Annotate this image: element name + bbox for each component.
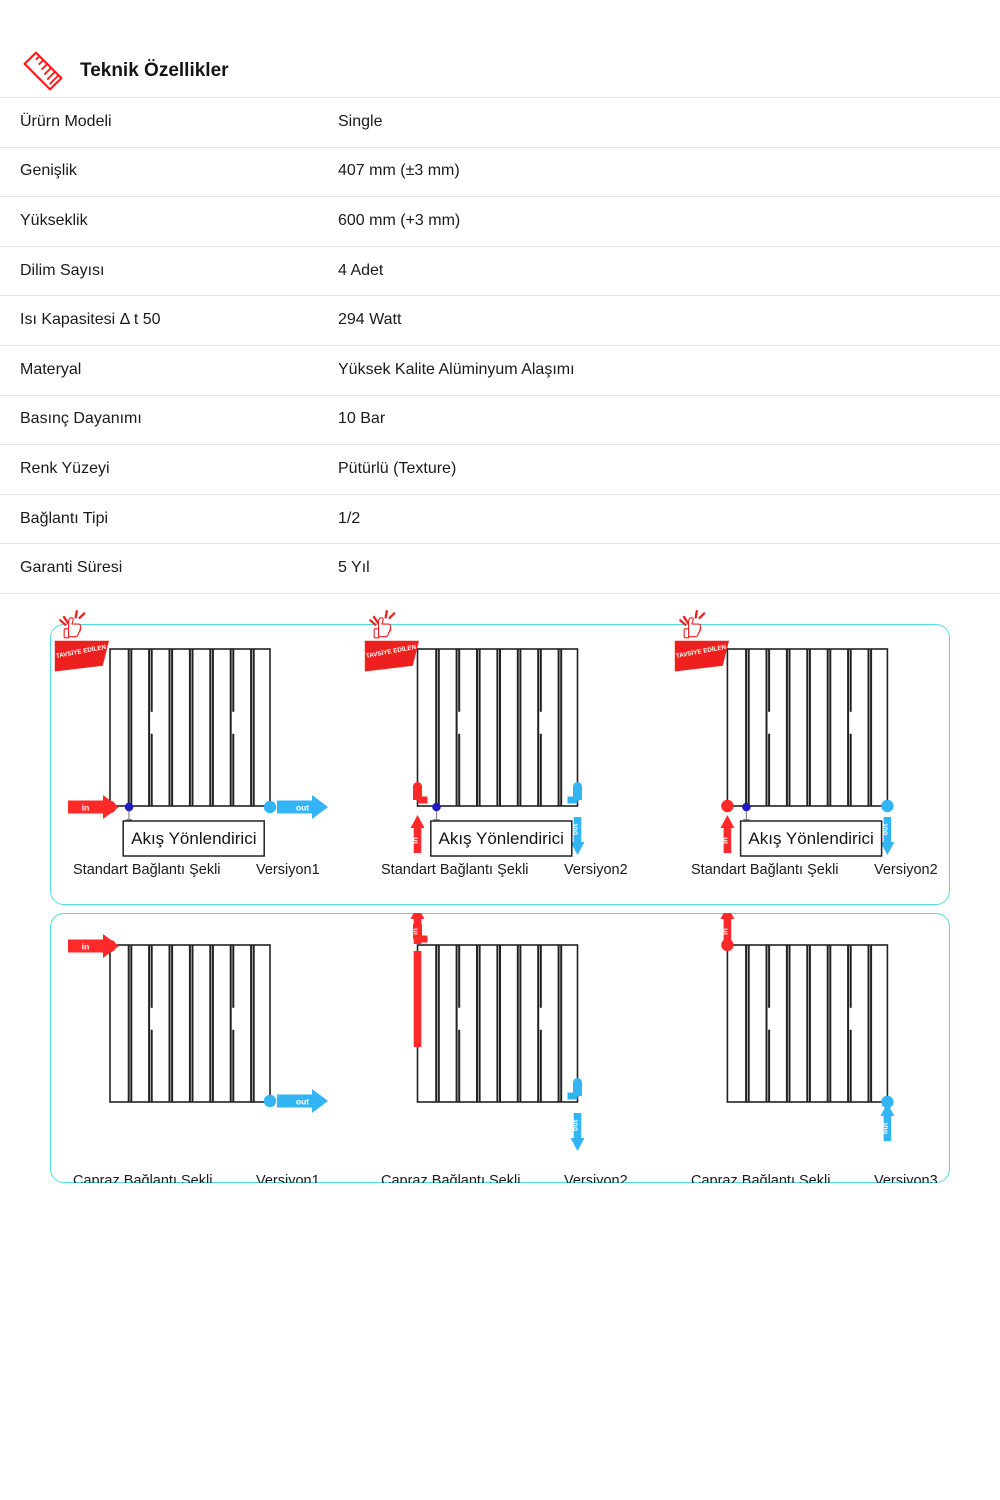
svg-text:Akış Yönlendirici: Akış Yönlendirici <box>439 829 564 848</box>
svg-text:Versiyon1: Versiyon1 <box>256 862 320 878</box>
svg-text:Çapraz Bağlantı Şekli: Çapraz Bağlantı Şekli <box>381 1173 520 1183</box>
svg-text:Versiyon2: Versiyon2 <box>564 862 628 878</box>
svg-text:out: out <box>880 1122 889 1134</box>
svg-text:out: out <box>571 1119 580 1131</box>
svg-text:Standart Bağlantı Şekli: Standart Bağlantı Şekli <box>691 862 839 878</box>
svg-text:in: in <box>82 941 90 951</box>
svg-text:in: in <box>82 802 90 812</box>
svg-text:in: in <box>411 837 420 844</box>
svg-text:Çapraz Bağlantı Şekli: Çapraz Bağlantı Şekli <box>73 1173 212 1183</box>
svg-text:Akış Yönlendirici: Akış Yönlendirici <box>748 829 873 848</box>
svg-text:out: out <box>296 802 309 812</box>
svg-text:Standart Bağlantı Şekli: Standart Bağlantı Şekli <box>73 862 221 878</box>
svg-text:Versiyon2: Versiyon2 <box>874 862 938 878</box>
svg-text:out: out <box>296 1096 309 1106</box>
svg-text:Akış Yönlendirici: Akış Yönlendirici <box>131 829 256 848</box>
svg-text:Versiyon3: Versiyon3 <box>874 1173 938 1183</box>
svg-text:in: in <box>720 928 729 935</box>
svg-text:Standart Bağlantı Şekli: Standart Bağlantı Şekli <box>381 862 529 878</box>
svg-text:in: in <box>411 928 420 935</box>
svg-text:Çapraz Bağlantı Şekli: Çapraz Bağlantı Şekli <box>691 1173 830 1183</box>
svg-text:Versiyon2: Versiyon2 <box>564 1173 628 1183</box>
svg-text:in: in <box>720 837 729 844</box>
svg-text:Versiyon1: Versiyon1 <box>256 1173 320 1183</box>
